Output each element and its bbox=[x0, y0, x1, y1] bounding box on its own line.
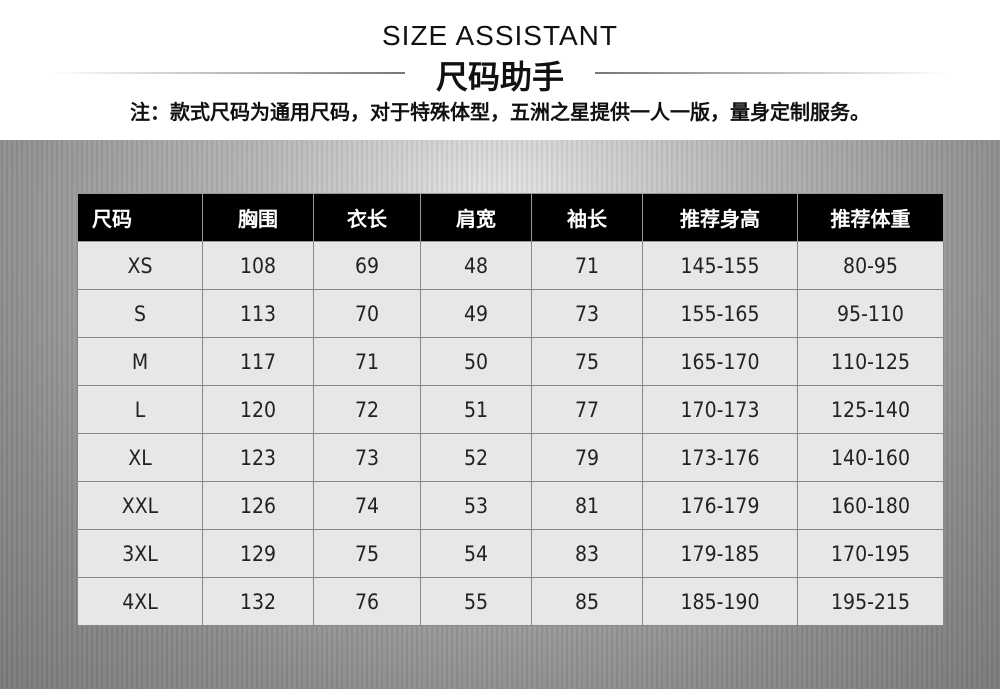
divider-left bbox=[50, 72, 405, 74]
column-header: 衣长 bbox=[313, 193, 421, 242]
table-cell: 173-176 bbox=[642, 433, 798, 482]
table-cell: 73 bbox=[531, 289, 643, 338]
header-area: SIZE ASSISTANT 尺码助手 注：款式尺码为通用尺码，对于特殊体型，五… bbox=[0, 0, 1000, 140]
table-row: S 113 70 49 73 155-165 95-110 bbox=[77, 289, 944, 338]
table-row: XXL 126 74 53 81 176-179 160-180 bbox=[77, 481, 944, 530]
divider-right bbox=[595, 72, 950, 74]
column-header: 胸围 bbox=[202, 193, 314, 242]
column-header: 推荐身高 bbox=[642, 193, 798, 242]
table-cell: 52 bbox=[420, 433, 532, 482]
column-header: 袖长 bbox=[531, 193, 643, 242]
title-english: SIZE ASSISTANT bbox=[382, 20, 618, 51]
table-cell: 74 bbox=[313, 481, 421, 530]
table-row: XS 108 69 48 71 145-155 80-95 bbox=[77, 241, 944, 290]
table-cell: 48 bbox=[420, 241, 532, 290]
table-cell: 125-140 bbox=[797, 385, 944, 434]
table-cell: 51 bbox=[420, 385, 532, 434]
table-cell: 132 bbox=[202, 577, 314, 626]
column-header: 推荐体重 bbox=[797, 193, 944, 242]
table-cell: 165-170 bbox=[642, 337, 798, 386]
table-cell: 126 bbox=[202, 481, 314, 530]
table-cell: XL bbox=[77, 433, 203, 482]
table-cell: S bbox=[77, 289, 203, 338]
size-table: 尺码 胸围 衣长 肩宽 袖长 推荐身高 推荐体重 XS 108 69 48 71 145-155 80-… bbox=[77, 193, 944, 626]
table-cell: M bbox=[77, 337, 203, 386]
table-cell: 54 bbox=[420, 529, 532, 578]
column-header: 肩宽 bbox=[420, 193, 532, 242]
table-cell: 55 bbox=[420, 577, 532, 626]
table-cell: 80-95 bbox=[797, 241, 944, 290]
table-cell: 4XL bbox=[77, 577, 203, 626]
table-cell: 81 bbox=[531, 481, 643, 530]
table-cell: 176-179 bbox=[642, 481, 798, 530]
table-cell: 113 bbox=[202, 289, 314, 338]
table-cell: 53 bbox=[420, 481, 532, 530]
table-cell: 72 bbox=[313, 385, 421, 434]
table-cell: 195-215 bbox=[797, 577, 944, 626]
table-cell: 75 bbox=[531, 337, 643, 386]
table-cell: 145-155 bbox=[642, 241, 798, 290]
table-cell: 108 bbox=[202, 241, 314, 290]
table-cell: 77 bbox=[531, 385, 643, 434]
table-cell: 170-195 bbox=[797, 529, 944, 578]
table-row: L 120 72 51 77 170-173 125-140 bbox=[77, 385, 944, 434]
size-note: 注：款式尺码为通用尺码，对于特殊体型，五洲之星提供一人一版，量身定制服务。 bbox=[130, 100, 870, 124]
table-cell: 50 bbox=[420, 337, 532, 386]
title-chinese: 尺码助手 bbox=[435, 58, 564, 96]
table-cell: 179-185 bbox=[642, 529, 798, 578]
table-cell: 140-160 bbox=[797, 433, 944, 482]
table-cell: 69 bbox=[313, 241, 421, 290]
table-cell: 129 bbox=[202, 529, 314, 578]
table-cell: 79 bbox=[531, 433, 643, 482]
table-cell: 170-173 bbox=[642, 385, 798, 434]
table-cell: 70 bbox=[313, 289, 421, 338]
table-cell: 95-110 bbox=[797, 289, 944, 338]
table-cell: L bbox=[77, 385, 203, 434]
table-cell: 75 bbox=[313, 529, 421, 578]
table-row: 3XL 129 75 54 83 179-185 170-195 bbox=[77, 529, 944, 578]
table-cell: 71 bbox=[313, 337, 421, 386]
table-cell: XS bbox=[77, 241, 203, 290]
table-cell: 123 bbox=[202, 433, 314, 482]
table-row: 4XL 132 76 55 85 185-190 195-215 bbox=[77, 577, 944, 626]
table-header-row: 尺码 胸围 衣长 肩宽 袖长 推荐身高 推荐体重 bbox=[77, 193, 944, 242]
table-cell: 110-125 bbox=[797, 337, 944, 386]
table-row: M 117 71 50 75 165-170 110-125 bbox=[77, 337, 944, 386]
table-cell: 117 bbox=[202, 337, 314, 386]
table-cell: 85 bbox=[531, 577, 643, 626]
table-cell: 3XL bbox=[77, 529, 203, 578]
table-row: XL 123 73 52 79 173-176 140-160 bbox=[77, 433, 944, 482]
table-cell: 73 bbox=[313, 433, 421, 482]
table-cell: 185-190 bbox=[642, 577, 798, 626]
table-cell: 120 bbox=[202, 385, 314, 434]
table-cell: 155-165 bbox=[642, 289, 798, 338]
table-cell: 76 bbox=[313, 577, 421, 626]
column-header: 尺码 bbox=[77, 193, 203, 242]
table-cell: 49 bbox=[420, 289, 532, 338]
table-cell: XXL bbox=[77, 481, 203, 530]
table-cell: 71 bbox=[531, 241, 643, 290]
table-cell: 83 bbox=[531, 529, 643, 578]
table-cell: 160-180 bbox=[797, 481, 944, 530]
